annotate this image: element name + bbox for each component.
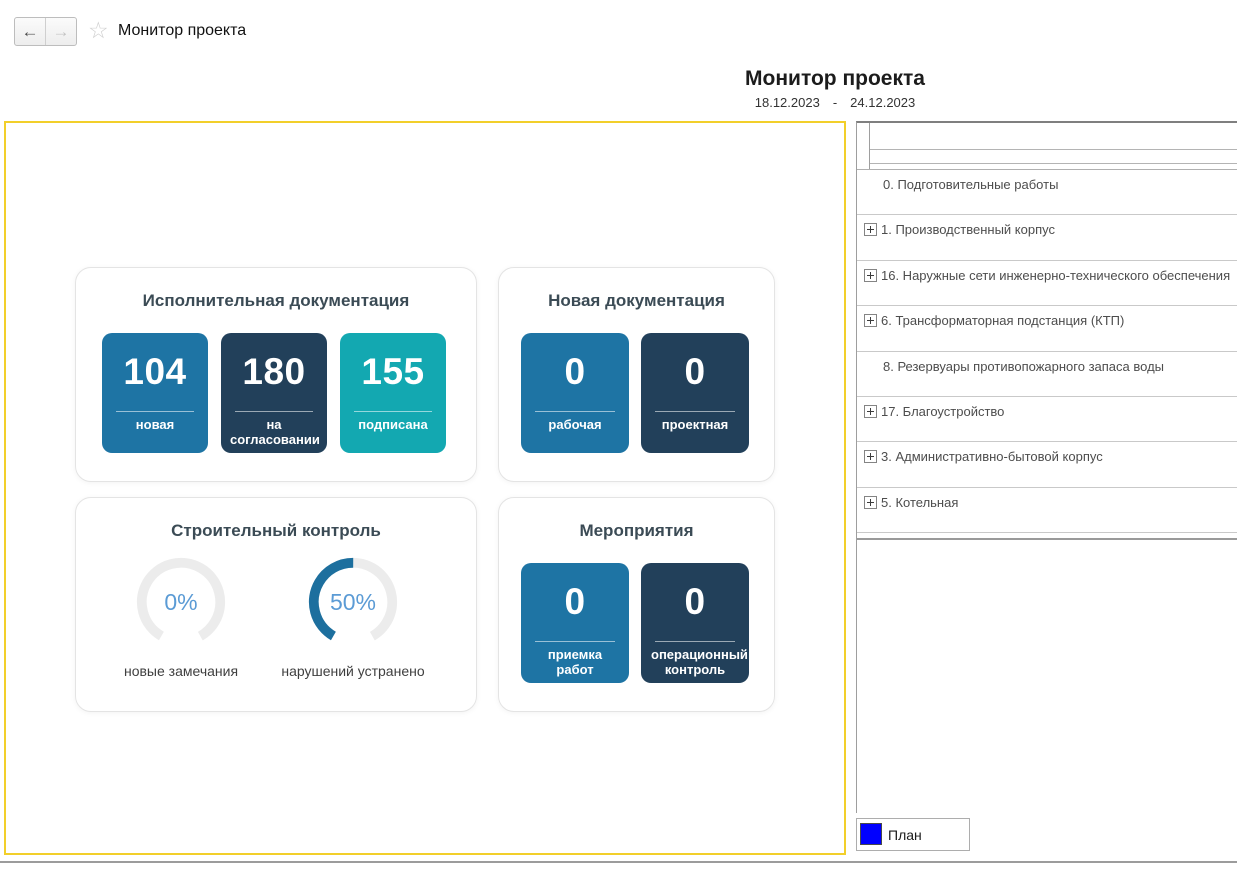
tile-value: 180	[242, 351, 306, 392]
page-heading: Монитор проекта 18.12.2023-24.12.2023	[640, 67, 1030, 110]
gantt-row-production-building[interactable]: 1. Производственный корпус	[857, 215, 1237, 261]
tile-value: 0	[564, 581, 586, 622]
gantt-header-corner	[857, 123, 870, 169]
gantt-rows: 0. Подготовительные работы 1. Производст…	[857, 170, 1237, 541]
task-label: 1. Производственный корпус	[881, 222, 1055, 238]
gauge-arc-icon	[136, 557, 226, 647]
page-title: Монитор проекта	[745, 67, 925, 90]
gantt-row-transformer-substation[interactable]: 6. Трансформаторная подстанция (КТП)	[857, 306, 1237, 352]
tile-label: подписана	[358, 417, 428, 432]
dashboard-panel	[4, 121, 846, 855]
gauge-label: нарушений устранено	[281, 663, 425, 679]
report-period: 18.12.2023-24.12.2023	[640, 95, 1030, 110]
legend-plan-label: План	[888, 827, 922, 843]
tile-value: 0	[684, 351, 706, 392]
tile-divider	[535, 641, 615, 642]
card-executive-documentation: Исполнительная документация 104 новая 18…	[75, 267, 477, 482]
tile-exec-on-approval[interactable]: 180 на согласовании	[221, 333, 327, 453]
expand-plus-icon[interactable]	[864, 404, 877, 418]
task-label: 0. Подготовительные работы	[883, 177, 1059, 192]
gantt-timescale-header	[870, 123, 1237, 164]
card-title: Мероприятия	[579, 521, 694, 540]
period-from: 18.12.2023	[754, 95, 820, 110]
gantt-task-panel: 0. Подготовительные работы 1. Производст…	[856, 121, 1237, 813]
gauge-ring: 0%	[132, 553, 230, 651]
tile-value: 104	[123, 351, 187, 392]
period-separator: -	[832, 95, 838, 110]
window-title: Монитор проекта	[118, 22, 247, 39]
card-title: Строительный контроль	[171, 521, 381, 540]
gantt-row-fire-water-reservoirs[interactable]: 8. Резервуары противопожарного запаса во…	[857, 352, 1237, 397]
tile-exec-new[interactable]: 104 новая	[102, 333, 208, 453]
tile-label: операционный контроль	[651, 647, 748, 677]
back-icon: ←	[21, 21, 39, 41]
task-label: 6. Трансформаторная подстанция (КТП)	[881, 313, 1125, 329]
gauge-violations-fixed[interactable]: 50% нарушений устранено	[273, 553, 433, 679]
gauge-value: 50%	[329, 588, 377, 615]
card-title: Новая документация	[548, 291, 725, 310]
gantt-row-administrative-building[interactable]: 3. Административно-бытовой корпус	[857, 442, 1237, 488]
tile-divider	[115, 411, 195, 412]
task-label: 16. Наружные сети инженерно-технического…	[881, 267, 1231, 283]
timescale-row-lower	[870, 150, 1237, 164]
tile-divider	[655, 411, 735, 412]
card-construction-control: Строительный контроль 0% новые замечания…	[75, 497, 477, 712]
gauge-ring: 50%	[304, 553, 402, 651]
gantt-row-preparatory-works[interactable]: 0. Подготовительные работы	[857, 170, 1237, 216]
tile-value: 0	[564, 351, 586, 392]
history-nav-group: ← →	[14, 17, 77, 46]
tile-label: рабочая	[548, 417, 602, 432]
tile-exec-signed[interactable]: 155 подписана	[340, 333, 446, 453]
expand-plus-icon[interactable]	[864, 268, 877, 282]
expand-plus-icon[interactable]	[864, 314, 877, 328]
tile-work-acceptance[interactable]: 0 приемка работ	[521, 563, 629, 683]
gauge-new-remarks[interactable]: 0% новые замечания	[101, 553, 261, 679]
expand-plus-icon[interactable]	[864, 495, 877, 509]
tile-label: новая	[135, 417, 175, 432]
task-label: 17. Благоустройство	[881, 403, 1005, 419]
gantt-legend: План	[856, 818, 970, 851]
card-events: Мероприятия 0 приемка работ 0 операционн…	[498, 497, 775, 712]
gantt-row-landscaping[interactable]: 17. Благоустройство	[857, 397, 1237, 443]
tile-label: на согласовании	[230, 417, 320, 447]
tile-divider	[234, 411, 314, 412]
period-to: 24.12.2023	[850, 95, 916, 110]
task-label: 5. Котельная	[881, 494, 959, 510]
tile-working-docs[interactable]: 0 рабочая	[521, 333, 629, 453]
card-title: Исполнительная документация	[142, 291, 410, 310]
tile-value: 0	[684, 581, 706, 622]
tile-divider	[535, 411, 615, 412]
gauge-label: новые замечания	[123, 663, 239, 679]
gantt-row-boiler-house[interactable]: 5. Котельная	[857, 488, 1237, 534]
expand-plus-icon[interactable]	[864, 450, 877, 464]
gantt-row-external-networks[interactable]: 16. Наружные сети инженерно-технического…	[857, 261, 1237, 307]
back-button[interactable]: ←	[15, 18, 46, 45]
forward-button[interactable]: →	[46, 18, 76, 45]
tile-value: 155	[361, 351, 425, 392]
expand-plus-icon[interactable]	[864, 223, 877, 237]
timescale-row-upper	[870, 123, 1237, 150]
legend-plan-swatch	[860, 823, 882, 845]
page-bottom-separator	[0, 861, 1237, 863]
card-new-documentation: Новая документация 0 рабочая 0 проектная	[498, 267, 775, 482]
tile-divider	[353, 411, 433, 412]
gantt-header-divider	[857, 169, 1237, 170]
tile-project-docs[interactable]: 0 проектная	[641, 333, 749, 453]
favorite-star-icon[interactable]: ☆	[88, 17, 109, 43]
tile-divider	[655, 641, 735, 642]
tile-operational-control[interactable]: 0 операционный контроль	[641, 563, 749, 683]
tile-label: приемка работ	[547, 647, 603, 677]
task-label: 8. Резервуары противопожарного запаса во…	[883, 358, 1165, 374]
gauge-arc-icon	[308, 557, 398, 647]
forward-icon: →	[52, 21, 70, 41]
task-label: 3. Административно-бытовой корпус	[881, 449, 1103, 465]
gantt-rows-end-divider	[857, 533, 1237, 541]
gauge-value: 0%	[164, 588, 198, 615]
tile-label: проектная	[661, 417, 729, 432]
